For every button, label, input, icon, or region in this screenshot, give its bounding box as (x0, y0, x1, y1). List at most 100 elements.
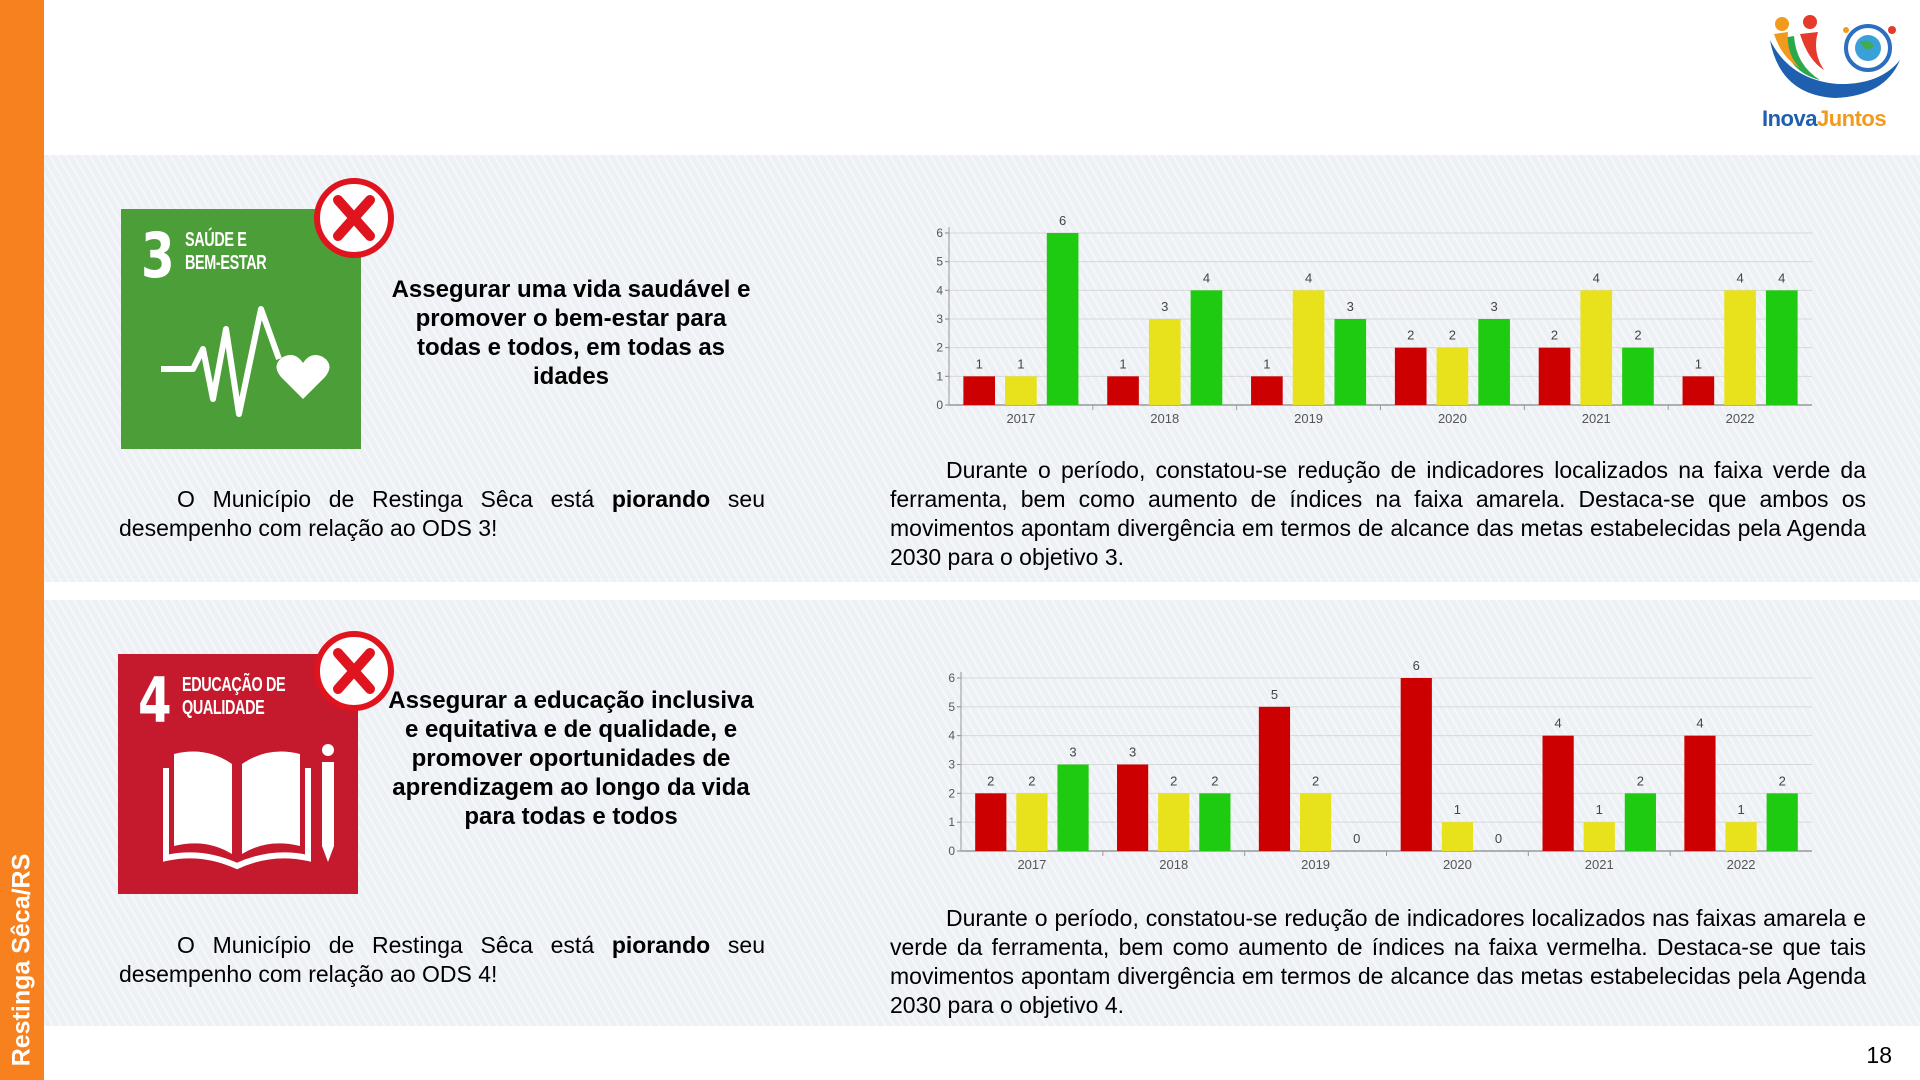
description: Durante o período, constatou-se redução … (890, 905, 1866, 1018)
bar (1334, 319, 1367, 405)
value-label: 3 (1161, 299, 1168, 314)
y-tick-label: 5 (936, 255, 943, 269)
status-part: O Município de Restinga Sêca está (177, 932, 612, 958)
bar (1725, 822, 1757, 851)
value-label: 4 (1593, 270, 1600, 285)
status-icon (314, 178, 394, 258)
bar (1292, 290, 1325, 405)
x-tick-label: 2020 (1438, 411, 1467, 426)
y-tick-label: 3 (936, 312, 943, 326)
bar (1580, 290, 1613, 405)
value-label: 1 (1263, 356, 1270, 371)
status-icon (314, 631, 394, 711)
value-label: 2 (1211, 773, 1218, 788)
logo-part: Juntos (1816, 106, 1887, 131)
value-label: 1 (1017, 356, 1024, 371)
bar (1682, 376, 1715, 405)
logo-mark (1770, 15, 1900, 98)
page-number: 18 (1866, 1042, 1892, 1068)
value-label: 4 (1778, 270, 1785, 285)
goal-number: 3 (141, 219, 175, 292)
value-label: 6 (1413, 658, 1420, 673)
status-part: seu desempenho com relação ao ODS 4! (119, 932, 765, 987)
chart: 0 1 2 3 4 5 6 2017 1 1 6 2018 1 3 4 2019 1 4 3 2020 2 2 3 2021 2… (936, 213, 1812, 426)
goal-title: EDUCAÇÃO DE QUALIDADE (182, 674, 286, 720)
status-text: O Município de Restinga Sêca está pioran… (119, 931, 765, 989)
y-tick-label: 0 (936, 398, 943, 412)
value-label: 1 (976, 356, 983, 371)
bar (975, 793, 1007, 851)
value-label: 2 (1449, 328, 1456, 343)
goal-title-line: QUALIDADE (182, 697, 265, 719)
value-label: 2 (1779, 773, 1786, 788)
bar (1057, 764, 1089, 851)
y-tick-label: 3 (948, 758, 955, 772)
bar (1724, 290, 1756, 405)
x-tick-label: 2022 (1726, 411, 1755, 426)
value-label: 2 (1028, 773, 1035, 788)
goal-tile: 3 SAÚDE E BEM-ESTAR (121, 209, 361, 449)
y-tick-label: 5 (948, 700, 955, 714)
bar (1583, 822, 1615, 851)
bar (1016, 793, 1048, 851)
value-label: 4 (1696, 716, 1703, 731)
value-label: 0 (1495, 831, 1502, 846)
status-emphasis: piorando (611, 486, 711, 512)
bar (1478, 319, 1510, 405)
value-label: 4 (1305, 270, 1312, 285)
bar (1046, 233, 1079, 405)
bar (1538, 347, 1571, 405)
bar (1766, 793, 1798, 851)
x-tick-label: 2021 (1582, 411, 1611, 426)
x-tick-label: 2022 (1727, 857, 1756, 872)
sidebar-label: Restinga Sêca/RS (7, 853, 36, 1067)
y-tick-label: 2 (948, 786, 955, 800)
bar (1148, 319, 1181, 405)
bar (1158, 793, 1190, 851)
value-label: 3 (1347, 299, 1354, 314)
bar (1624, 793, 1656, 851)
bar (1107, 376, 1139, 405)
description: Durante o período, constatou-se redução … (890, 457, 1866, 570)
value-label: 3 (1069, 745, 1076, 760)
value-label: 2 (987, 773, 994, 788)
bar (1436, 347, 1469, 405)
sidebar: Restinga Sêca/RS (0, 0, 44, 1080)
goal-title: SAÚDE E BEM-ESTAR (185, 229, 267, 275)
value-label: 1 (1119, 356, 1126, 371)
x-tick-label: 2019 (1294, 411, 1323, 426)
logo-text: InovaJuntos (1762, 106, 1887, 132)
x-tick-label: 2018 (1150, 411, 1179, 426)
y-tick-label: 1 (936, 369, 943, 383)
x-tick-label: 2018 (1159, 857, 1188, 872)
y-tick-label: 6 (936, 226, 943, 240)
bar (963, 376, 996, 405)
y-tick-label: 0 (948, 844, 955, 858)
goal-title-line: SAÚDE E (185, 229, 247, 251)
value-label: 3 (1129, 745, 1136, 760)
value-label: 4 (1736, 270, 1743, 285)
status-part: seu desempenho com relação ao ODS 3! (119, 486, 765, 541)
bar (1765, 290, 1798, 405)
goal-icon (163, 744, 334, 870)
x-tick-label: 2021 (1585, 857, 1614, 872)
value-label: 2 (1637, 773, 1644, 788)
goal-heading: Assegurar uma vida saudável e promover o… (391, 276, 751, 390)
y-tick-label: 4 (948, 729, 955, 743)
goal-heading: Assegurar a educação inclusiva e equitat… (388, 687, 754, 830)
bar (1117, 764, 1149, 851)
y-tick-label: 1 (948, 815, 955, 829)
bar (1199, 793, 1231, 851)
y-tick-label: 6 (948, 671, 955, 685)
y-tick-label: 2 (936, 341, 943, 355)
goal-icon (161, 306, 330, 417)
x-tick-label: 2017 (1017, 857, 1046, 872)
value-label: 1 (1737, 802, 1744, 817)
value-label: 2 (1312, 773, 1319, 788)
value-label: 5 (1271, 687, 1278, 702)
bar (1258, 706, 1291, 851)
goal-tile: 4 EDUCAÇÃO DE QUALIDADE (118, 654, 358, 894)
x-tick-label: 2017 (1006, 411, 1035, 426)
